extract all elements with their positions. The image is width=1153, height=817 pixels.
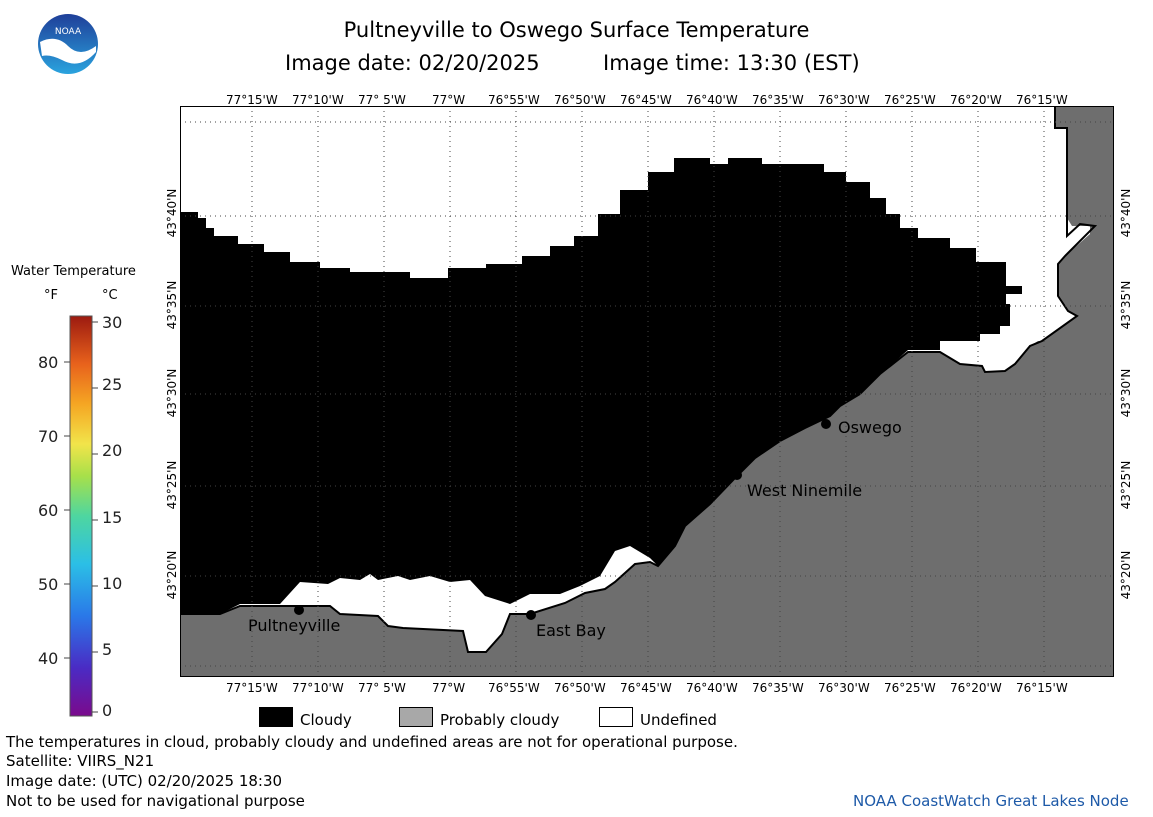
lon-label-bottom: 77° 5'W — [358, 681, 406, 695]
scale-c-tick: 20 — [102, 441, 123, 460]
footer-note-navigation: Not to be used for navigational purpose — [6, 792, 305, 810]
scale-c-tick: 30 — [102, 313, 123, 332]
scale-unit-f: °F — [44, 288, 58, 303]
legend-label-probably-cloudy: Probably cloudy — [440, 711, 560, 729]
lat-label-right: 43°20'N — [1119, 550, 1133, 600]
lon-label-bottom: 76°45'W — [620, 681, 672, 695]
scale-title: Water Temperature — [11, 264, 136, 279]
west-ninemile-marker — [732, 470, 742, 480]
lon-label-bottom: 77°10'W — [292, 681, 344, 695]
place-label-pultneyville: Pultneyville — [248, 616, 341, 635]
surface-temperature-map — [180, 106, 1114, 677]
lat-label-left: 43°40'N — [165, 188, 179, 238]
footer-note-utc-date: Image date: (UTC) 02/20/2025 18:30 — [6, 772, 283, 790]
scale-c-tick: 10 — [102, 574, 123, 593]
east-bay-marker — [526, 610, 536, 620]
noaa-logo: NOAA — [38, 14, 98, 74]
place-label-west-ninemile: West Ninemile — [747, 481, 863, 500]
scale-f-tick: 70 — [38, 427, 59, 446]
lon-label-top: 77°W — [432, 93, 466, 107]
cloud-area — [180, 158, 1022, 614]
map-border — [180, 106, 1114, 677]
lat-label-right: 43°35'N — [1119, 280, 1133, 330]
lon-label-bottom: 77°W — [432, 681, 466, 695]
lon-label-top: 76°20'W — [950, 93, 1002, 107]
legend-swatch-undefined — [599, 707, 633, 727]
lat-label-left: 43°20'N — [165, 550, 179, 600]
lon-label-bottom: 76°25'W — [884, 681, 936, 695]
temperature-color-bar — [64, 315, 98, 717]
lat-label-right: 43°40'N — [1119, 188, 1133, 238]
lon-label-bottom: 76°50'W — [554, 681, 606, 695]
lon-label-bottom: 76°55'W — [488, 681, 540, 695]
oswego-marker — [821, 419, 831, 429]
scale-f-tick: 80 — [38, 353, 59, 372]
scale-c-tick: 0 — [102, 701, 113, 720]
footer-note-disclaimer: The temperatures in cloud, probably clou… — [6, 733, 738, 751]
scale-c-tick: 15 — [102, 508, 123, 527]
lon-label-top: 76°40'W — [686, 93, 738, 107]
lat-label-left: 43°25'N — [165, 460, 179, 510]
scale-unit-c: °C — [102, 288, 118, 303]
legend-label-undefined: Undefined — [640, 711, 717, 729]
scale-f-tick: 60 — [38, 501, 59, 520]
lon-label-bottom: 76°35'W — [752, 681, 804, 695]
lat-label-left: 43°30'N — [165, 368, 179, 418]
legend-swatch-cloudy — [259, 707, 293, 727]
lat-label-right: 43°30'N — [1119, 368, 1133, 418]
grid-lines — [180, 106, 1114, 677]
lat-label-left: 43°35'N — [165, 280, 179, 330]
lon-label-top: 76°35'W — [752, 93, 804, 107]
lon-label-bottom: 77°15'W — [226, 681, 278, 695]
legend-swatch-probably-cloudy — [399, 707, 433, 727]
scale-c-tick: 25 — [102, 375, 123, 394]
lon-label-top: 77° 5'W — [358, 93, 406, 107]
lon-label-bottom: 76°20'W — [950, 681, 1002, 695]
place-label-oswego: Oswego — [838, 418, 902, 437]
lon-label-top: 76°25'W — [884, 93, 936, 107]
svg-text:NOAA: NOAA — [55, 27, 82, 37]
lon-label-top: 76°30'W — [818, 93, 870, 107]
scale-f-tick: 40 — [38, 649, 59, 668]
lon-label-bottom: 76°15'W — [1016, 681, 1068, 695]
lon-label-top: 76°55'W — [488, 93, 540, 107]
lat-label-right: 43°25'N — [1119, 460, 1133, 510]
footer-credit: NOAA CoastWatch Great Lakes Node — [853, 792, 1129, 810]
lon-label-top: 76°50'W — [554, 93, 606, 107]
lon-label-bottom: 76°30'W — [818, 681, 870, 695]
scale-f-tick: 50 — [38, 575, 59, 594]
lon-label-top: 77°10'W — [292, 93, 344, 107]
footer-note-satellite: Satellite: VIIRS_N21 — [6, 752, 155, 770]
land-area — [180, 106, 1114, 677]
lon-label-top: 76°45'W — [620, 93, 672, 107]
legend-label-cloudy: Cloudy — [300, 711, 352, 729]
lon-label-top: 77°15'W — [226, 93, 278, 107]
page-title: Pultneyville to Oswego Surface Temperatu… — [343, 18, 810, 42]
pultneyville-marker — [294, 605, 304, 615]
lon-label-bottom: 76°40'W — [686, 681, 738, 695]
scale-c-tick: 5 — [102, 640, 113, 659]
image-time: Image time: 13:30 (EST) — [603, 51, 860, 75]
place-label-east-bay: East Bay — [536, 621, 606, 640]
lon-label-top: 76°15'W — [1016, 93, 1068, 107]
image-date: Image date: 02/20/2025 — [285, 51, 540, 75]
